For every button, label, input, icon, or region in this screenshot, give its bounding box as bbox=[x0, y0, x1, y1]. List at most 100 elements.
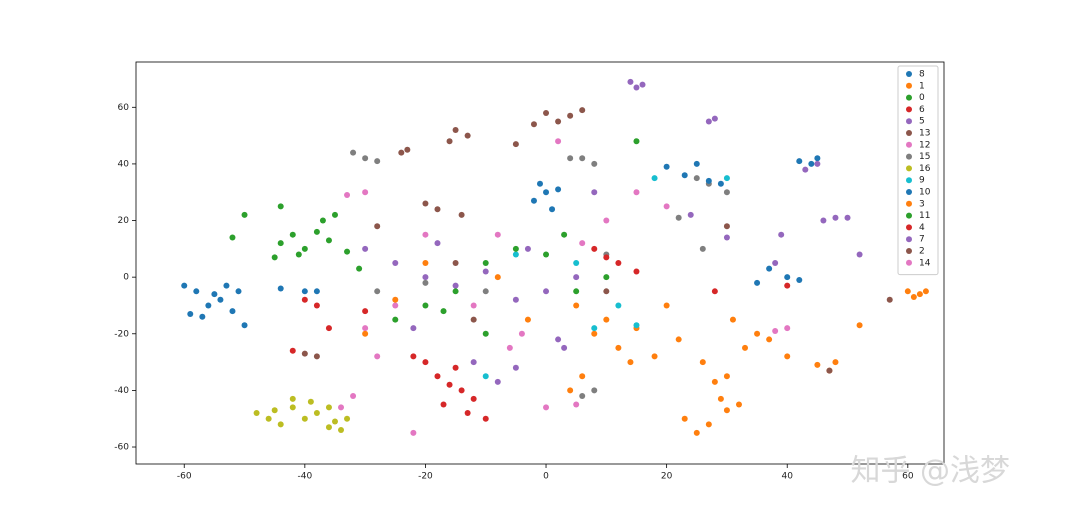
legend-label: 9 bbox=[919, 176, 925, 186]
point bbox=[362, 245, 369, 252]
point bbox=[591, 387, 598, 394]
point bbox=[494, 274, 501, 281]
point bbox=[344, 248, 351, 255]
point bbox=[494, 378, 501, 385]
point bbox=[711, 288, 718, 295]
point bbox=[301, 350, 308, 357]
point bbox=[392, 260, 399, 266]
point bbox=[796, 276, 803, 283]
point bbox=[591, 160, 598, 167]
point bbox=[633, 322, 640, 329]
legend-marker bbox=[906, 141, 912, 148]
point bbox=[530, 197, 537, 204]
legend-marker bbox=[906, 236, 912, 243]
legend-label: 5 bbox=[919, 117, 925, 127]
point bbox=[506, 344, 513, 351]
point bbox=[199, 313, 206, 320]
point bbox=[434, 240, 441, 247]
point bbox=[313, 353, 320, 360]
point bbox=[524, 316, 531, 323]
point bbox=[482, 260, 489, 266]
point bbox=[820, 217, 827, 224]
point bbox=[301, 296, 308, 303]
x-tick-label: 20 bbox=[661, 472, 673, 482]
point bbox=[211, 291, 218, 298]
point bbox=[784, 274, 791, 281]
point bbox=[446, 381, 453, 388]
point bbox=[277, 285, 284, 292]
point bbox=[723, 373, 730, 380]
point bbox=[325, 237, 332, 244]
point bbox=[530, 121, 537, 128]
point bbox=[555, 138, 562, 145]
point bbox=[452, 260, 459, 266]
point bbox=[452, 126, 459, 133]
point bbox=[452, 288, 459, 295]
point bbox=[307, 398, 314, 405]
point bbox=[241, 322, 248, 329]
point bbox=[362, 330, 369, 337]
legend-label: 12 bbox=[919, 140, 930, 150]
point bbox=[482, 373, 489, 380]
point bbox=[512, 245, 519, 252]
point bbox=[543, 288, 550, 295]
point bbox=[422, 231, 429, 238]
point bbox=[325, 404, 332, 411]
point bbox=[362, 155, 369, 162]
point bbox=[338, 427, 345, 434]
point bbox=[374, 223, 381, 230]
y-tick-label: -60 bbox=[114, 443, 129, 453]
point bbox=[591, 245, 598, 252]
legend-marker bbox=[906, 130, 912, 136]
legend-label: 1 bbox=[919, 81, 925, 91]
point bbox=[603, 316, 610, 323]
point bbox=[452, 282, 459, 289]
legend-label: 10 bbox=[919, 188, 931, 198]
point bbox=[512, 296, 519, 303]
point bbox=[693, 429, 700, 436]
point bbox=[549, 206, 556, 213]
point bbox=[754, 330, 761, 337]
point bbox=[253, 410, 260, 417]
point bbox=[470, 359, 477, 366]
point bbox=[615, 260, 622, 266]
point bbox=[398, 149, 405, 156]
point bbox=[675, 214, 682, 221]
point bbox=[699, 359, 706, 366]
point bbox=[325, 424, 332, 431]
point bbox=[350, 149, 357, 156]
point bbox=[410, 353, 417, 360]
point bbox=[470, 302, 477, 309]
point bbox=[567, 387, 574, 394]
point bbox=[331, 211, 338, 218]
point bbox=[573, 274, 580, 281]
point bbox=[687, 211, 694, 218]
point bbox=[325, 325, 332, 332]
point bbox=[573, 302, 580, 309]
point bbox=[301, 288, 308, 295]
x-tick-label: -20 bbox=[418, 472, 433, 482]
point bbox=[754, 279, 761, 286]
y-tick-label: 20 bbox=[118, 216, 130, 226]
point bbox=[537, 180, 543, 187]
point bbox=[313, 410, 320, 417]
point bbox=[271, 407, 278, 414]
point bbox=[633, 138, 640, 145]
legend-label: 0 bbox=[919, 93, 925, 103]
point bbox=[374, 158, 381, 165]
point bbox=[766, 265, 773, 272]
point bbox=[699, 245, 706, 252]
point bbox=[295, 251, 302, 258]
point bbox=[832, 359, 839, 366]
point bbox=[627, 359, 634, 366]
point bbox=[573, 288, 580, 295]
point bbox=[313, 228, 320, 235]
point bbox=[410, 325, 417, 332]
point bbox=[561, 344, 568, 351]
legend-marker bbox=[906, 212, 912, 219]
legend-marker bbox=[906, 248, 912, 254]
point bbox=[482, 288, 489, 295]
point bbox=[181, 282, 188, 289]
point bbox=[633, 189, 640, 196]
point bbox=[832, 214, 839, 221]
